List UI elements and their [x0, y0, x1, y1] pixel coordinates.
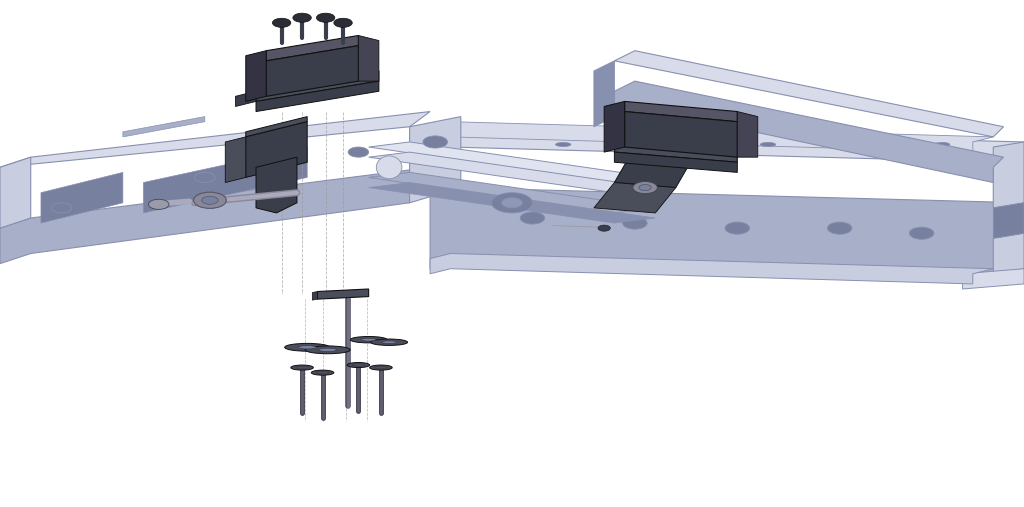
- Polygon shape: [594, 61, 614, 127]
- Ellipse shape: [305, 346, 350, 354]
- Polygon shape: [246, 51, 266, 101]
- Ellipse shape: [382, 341, 396, 344]
- Circle shape: [423, 136, 447, 148]
- Ellipse shape: [291, 365, 313, 370]
- Polygon shape: [614, 51, 1004, 137]
- Circle shape: [639, 185, 651, 191]
- Ellipse shape: [318, 348, 337, 351]
- Polygon shape: [236, 91, 256, 106]
- Ellipse shape: [371, 339, 408, 345]
- Ellipse shape: [556, 142, 571, 147]
- Polygon shape: [614, 81, 1004, 183]
- Ellipse shape: [347, 363, 370, 368]
- Polygon shape: [317, 289, 369, 299]
- Ellipse shape: [361, 338, 376, 341]
- Circle shape: [334, 18, 352, 27]
- Polygon shape: [369, 183, 655, 223]
- Polygon shape: [625, 112, 737, 157]
- Ellipse shape: [350, 337, 387, 343]
- Ellipse shape: [285, 343, 330, 351]
- Circle shape: [623, 217, 647, 229]
- Polygon shape: [993, 203, 1024, 238]
- Polygon shape: [256, 81, 379, 112]
- Circle shape: [293, 13, 311, 22]
- Polygon shape: [369, 172, 655, 213]
- Polygon shape: [410, 117, 461, 203]
- Polygon shape: [594, 183, 676, 213]
- Polygon shape: [604, 101, 625, 152]
- Polygon shape: [963, 269, 1024, 289]
- Polygon shape: [246, 122, 307, 177]
- Polygon shape: [614, 152, 737, 172]
- Polygon shape: [430, 127, 1024, 162]
- Polygon shape: [312, 292, 317, 300]
- Polygon shape: [369, 142, 655, 183]
- Polygon shape: [614, 147, 696, 188]
- Circle shape: [827, 222, 852, 234]
- Circle shape: [195, 172, 215, 183]
- Polygon shape: [358, 35, 379, 81]
- Circle shape: [502, 198, 522, 208]
- Polygon shape: [430, 127, 451, 193]
- Circle shape: [909, 227, 934, 239]
- Circle shape: [348, 147, 369, 157]
- Circle shape: [598, 225, 610, 231]
- Polygon shape: [993, 142, 1024, 208]
- Polygon shape: [614, 142, 737, 162]
- Circle shape: [725, 222, 750, 234]
- Circle shape: [633, 182, 657, 194]
- Circle shape: [272, 18, 291, 27]
- Polygon shape: [41, 172, 123, 223]
- Circle shape: [194, 192, 226, 208]
- Polygon shape: [123, 117, 205, 137]
- Polygon shape: [266, 35, 358, 61]
- Ellipse shape: [352, 364, 365, 366]
- Polygon shape: [430, 254, 993, 284]
- Polygon shape: [266, 46, 358, 96]
- Polygon shape: [430, 188, 1024, 279]
- Polygon shape: [0, 167, 430, 264]
- Ellipse shape: [377, 156, 402, 178]
- Polygon shape: [737, 112, 758, 157]
- Polygon shape: [993, 233, 1024, 274]
- Polygon shape: [246, 117, 307, 137]
- Ellipse shape: [375, 366, 387, 369]
- Ellipse shape: [862, 142, 878, 147]
- Ellipse shape: [298, 346, 316, 349]
- Ellipse shape: [316, 371, 329, 374]
- Circle shape: [51, 203, 72, 213]
- Ellipse shape: [935, 142, 950, 147]
- Polygon shape: [369, 152, 655, 193]
- Ellipse shape: [658, 142, 674, 147]
- Polygon shape: [256, 71, 379, 101]
- Polygon shape: [0, 112, 430, 167]
- Polygon shape: [256, 157, 297, 213]
- Ellipse shape: [760, 142, 776, 147]
- Circle shape: [148, 199, 169, 209]
- Circle shape: [316, 13, 335, 22]
- Circle shape: [492, 193, 532, 213]
- Ellipse shape: [370, 365, 392, 370]
- Polygon shape: [143, 147, 307, 213]
- Polygon shape: [0, 157, 31, 228]
- Ellipse shape: [296, 366, 308, 369]
- Circle shape: [520, 212, 545, 224]
- Ellipse shape: [311, 370, 334, 375]
- Polygon shape: [430, 122, 993, 152]
- Circle shape: [202, 196, 218, 204]
- Polygon shape: [225, 137, 246, 183]
- Polygon shape: [625, 101, 737, 122]
